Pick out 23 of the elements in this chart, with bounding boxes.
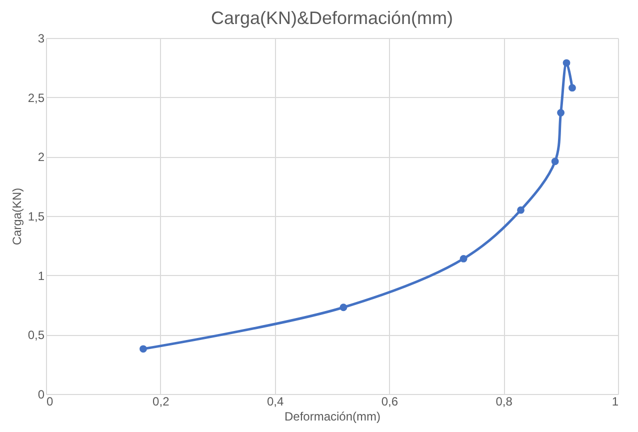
x-tick-label: 0 [46, 394, 54, 408]
x-tick-label: 0,8 [496, 394, 513, 408]
point [551, 158, 559, 166]
point [557, 109, 565, 116]
x-tick-label: 0,6 [381, 394, 398, 408]
y-tick-label: 1,5 [28, 210, 45, 224]
point [340, 304, 348, 312]
y-axis-title: Carga(KN) [10, 188, 24, 246]
point [140, 345, 147, 353]
y-tick-label: 1 [38, 268, 45, 283]
y-tick-label: 3 [38, 32, 45, 46]
point [562, 59, 570, 67]
y-tick-label: 2 [38, 150, 45, 164]
x-tick-label: 0,2 [152, 394, 170, 408]
point [568, 84, 576, 92]
x-tick-label: 0,4 [266, 394, 284, 408]
x-tick-label: 1 [612, 394, 619, 408]
y-tick-label: 0,5 [28, 328, 45, 342]
point [517, 206, 524, 214]
point [460, 255, 468, 262]
x-axis-title: Deformación(mm) [284, 410, 381, 424]
chart-title: Carga(KN)&Deformación(mm) [210, 8, 454, 28]
y-tick-label: 2,5 [28, 90, 45, 105]
